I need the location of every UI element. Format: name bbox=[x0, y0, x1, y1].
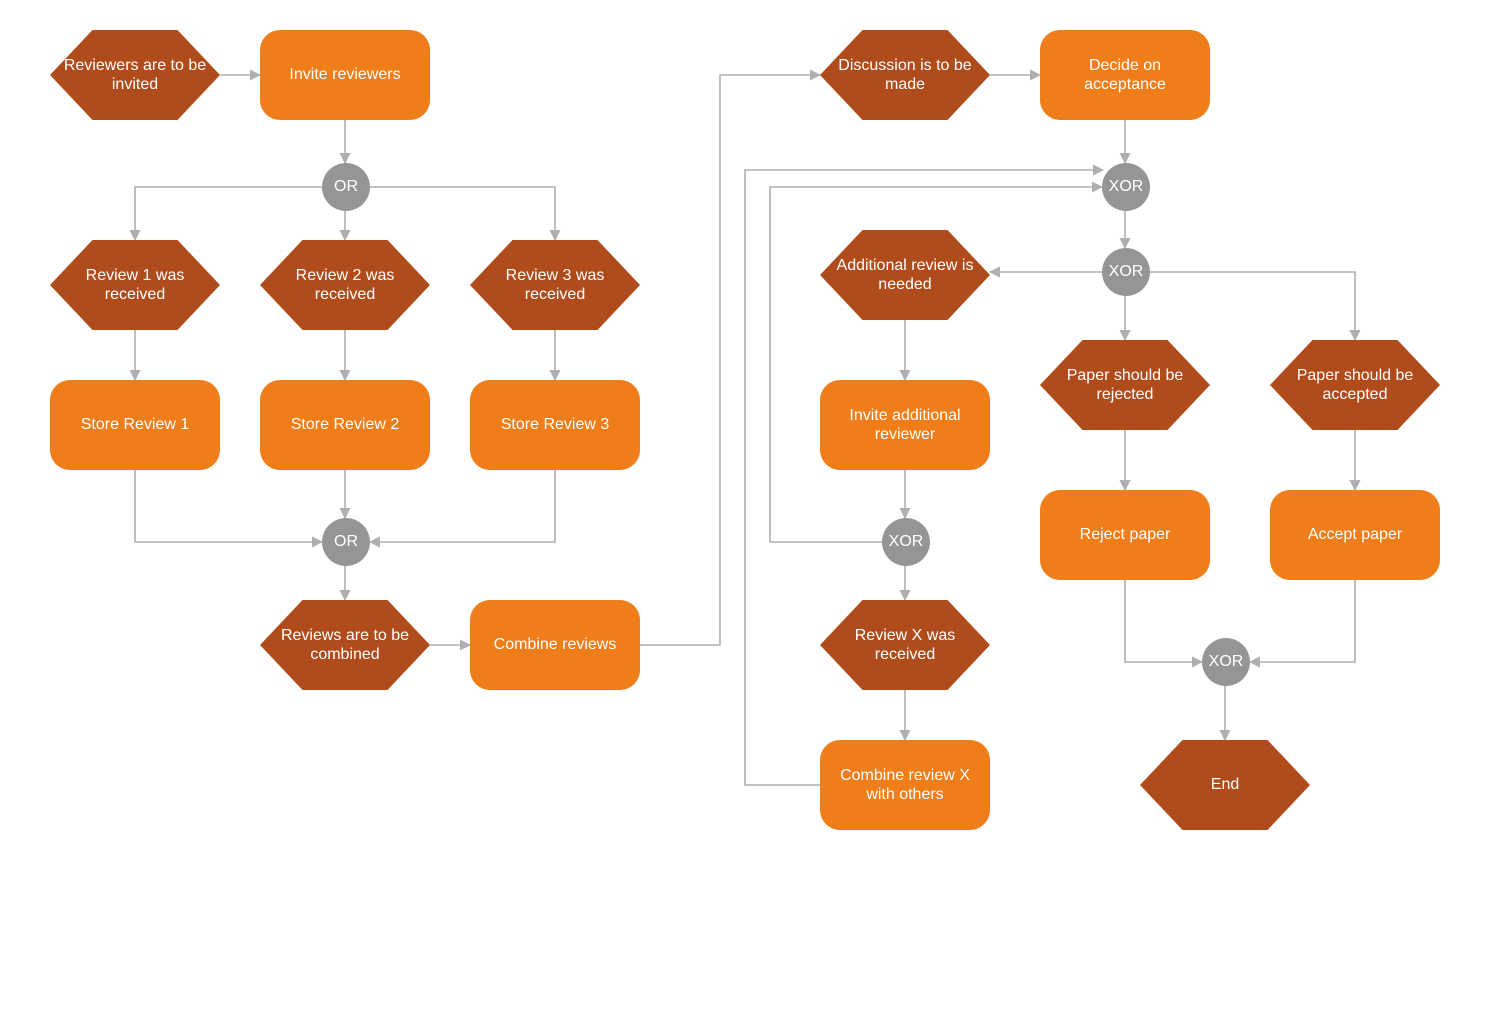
node-label: Review 1 was received bbox=[60, 266, 210, 304]
node-label: Review 3 was received bbox=[480, 266, 630, 304]
edge-n8-c2 bbox=[370, 470, 555, 542]
node-n10: Combine reviews bbox=[470, 600, 640, 690]
node-c5: XOR bbox=[882, 518, 930, 566]
edge-n20-c6 bbox=[1250, 580, 1355, 662]
node-n21: End bbox=[1140, 740, 1310, 830]
node-label: Accept paper bbox=[1308, 525, 1402, 544]
node-label: Reviews are to be combined bbox=[270, 626, 420, 664]
node-c4: XOR bbox=[1102, 248, 1150, 296]
edge-c1-n3 bbox=[135, 187, 322, 240]
node-label: Discussion is to be made bbox=[830, 56, 980, 94]
edge-c4-n18 bbox=[1150, 272, 1355, 340]
node-label: Reviewers are to be invited bbox=[60, 56, 210, 94]
node-label: Invite reviewers bbox=[289, 65, 400, 84]
node-label: Reject paper bbox=[1080, 525, 1171, 544]
node-label: Review 2 was received bbox=[270, 266, 420, 304]
node-n4: Review 2 was received bbox=[260, 240, 430, 330]
node-c2: OR bbox=[322, 518, 370, 566]
node-label: XOR bbox=[1209, 652, 1244, 671]
node-n18: Paper should be accepted bbox=[1270, 340, 1440, 430]
edge-n19-c6 bbox=[1125, 580, 1202, 662]
node-n6: Store Review 1 bbox=[50, 380, 220, 470]
node-label: OR bbox=[334, 177, 358, 196]
node-n9: Reviews are to be combined bbox=[260, 600, 430, 690]
node-c3: XOR bbox=[1102, 163, 1150, 211]
node-n19: Reject paper bbox=[1040, 490, 1210, 580]
node-label: XOR bbox=[1109, 177, 1144, 196]
node-n16: Combine review X with others bbox=[820, 740, 990, 830]
node-n14: Invite additional reviewer bbox=[820, 380, 990, 470]
node-n3: Review 1 was received bbox=[50, 240, 220, 330]
node-label: Decide on acceptance bbox=[1050, 56, 1200, 94]
edge-n10-n11 bbox=[640, 75, 820, 645]
node-label: XOR bbox=[889, 532, 924, 551]
node-label: Store Review 2 bbox=[291, 415, 400, 434]
node-n8: Store Review 3 bbox=[470, 380, 640, 470]
node-n20: Accept paper bbox=[1270, 490, 1440, 580]
edge-n6-c2 bbox=[135, 470, 322, 542]
node-label: XOR bbox=[1109, 262, 1144, 281]
node-n5: Review 3 was received bbox=[470, 240, 640, 330]
node-label: Paper should be accepted bbox=[1280, 366, 1430, 404]
node-label: Invite additional reviewer bbox=[830, 406, 980, 444]
node-n1: Reviewers are to be invited bbox=[50, 30, 220, 120]
node-n15: Review X was received bbox=[820, 600, 990, 690]
node-label: End bbox=[1211, 775, 1239, 794]
node-label: Store Review 1 bbox=[81, 415, 190, 434]
flowchart-stage: Reviewers are to be invited Invite review… bbox=[0, 0, 1500, 1024]
node-label: Combine review X with others bbox=[830, 766, 980, 804]
edge-c1-n5 bbox=[370, 187, 555, 240]
node-label: Paper should be rejected bbox=[1050, 366, 1200, 404]
node-label: Store Review 3 bbox=[501, 415, 610, 434]
node-n17: Paper should be rejected bbox=[1040, 340, 1210, 430]
node-label: Combine reviews bbox=[494, 635, 617, 654]
node-n11: Discussion is to be made bbox=[820, 30, 990, 120]
node-n7: Store Review 2 bbox=[260, 380, 430, 470]
node-n13: Additional review is needed bbox=[820, 230, 990, 320]
node-n12: Decide on acceptance bbox=[1040, 30, 1210, 120]
node-c6: XOR bbox=[1202, 638, 1250, 686]
node-label: OR bbox=[334, 532, 358, 551]
node-label: Additional review is needed bbox=[830, 256, 980, 294]
node-n2: Invite reviewers bbox=[260, 30, 430, 120]
node-c1: OR bbox=[322, 163, 370, 211]
node-label: Review X was received bbox=[830, 626, 980, 664]
